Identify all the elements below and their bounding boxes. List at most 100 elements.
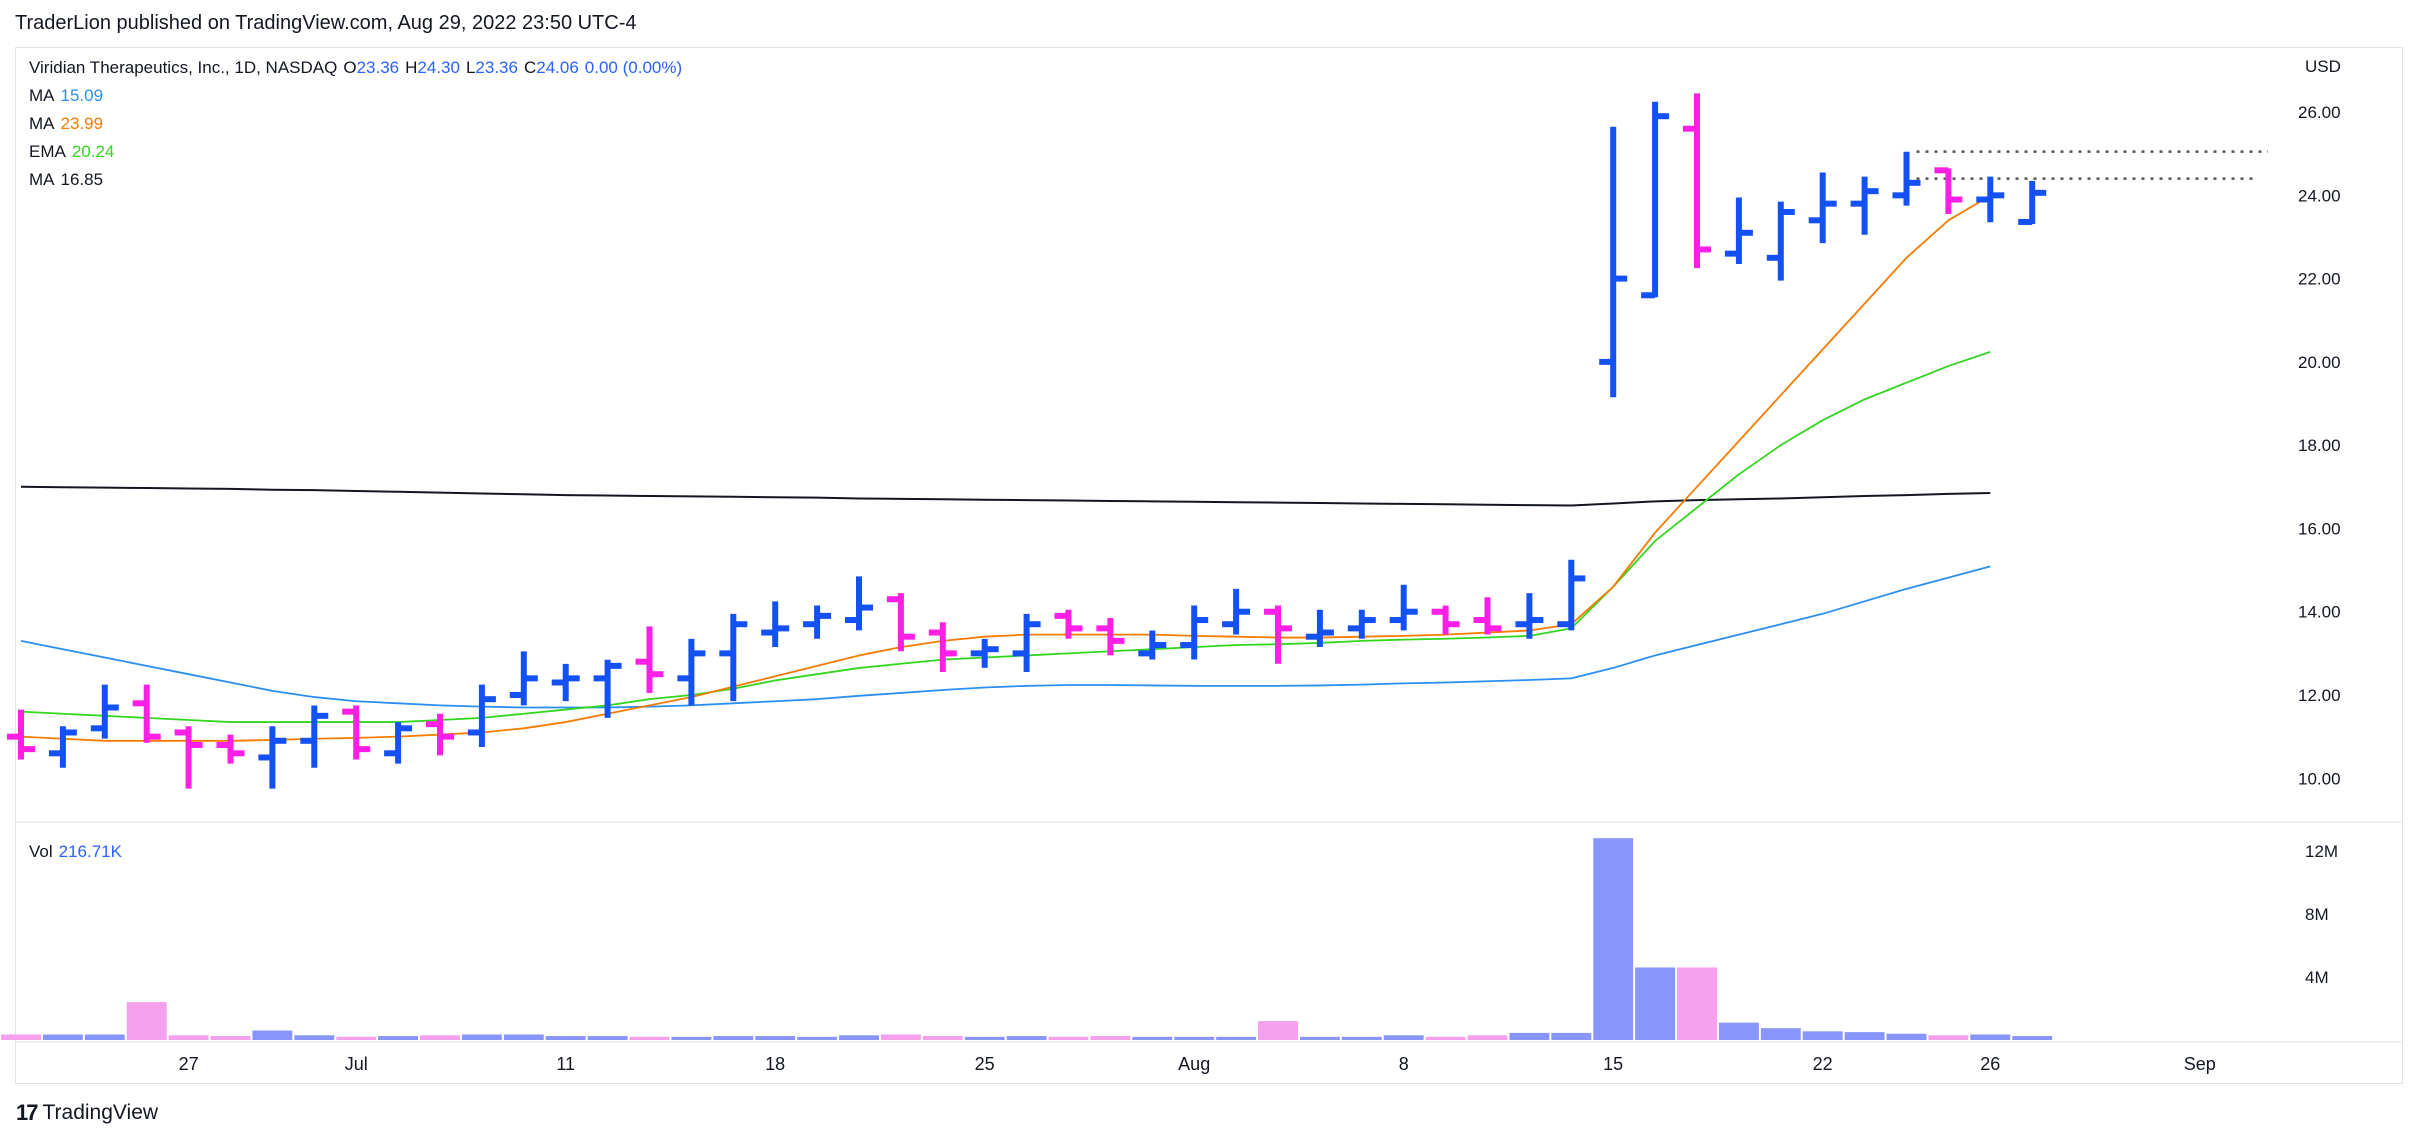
chart-frame[interactable]	[15, 47, 2403, 1084]
tradingview-logo-icon: 17	[16, 1100, 39, 1125]
volume-bar	[420, 1035, 460, 1040]
ohlc-bar	[1054, 609, 1083, 639]
volume-bar	[545, 1036, 586, 1040]
open-label: O	[343, 58, 357, 77]
volume-bar	[1928, 1035, 1969, 1040]
ohlc-bar	[1557, 559, 1586, 631]
price-tick-label: 20.00	[2298, 353, 2341, 372]
open-value: 23.36	[356, 58, 400, 77]
ohlc-bar	[761, 601, 790, 648]
volume-bar	[713, 1036, 754, 1040]
volume-bar	[755, 1036, 796, 1040]
footer-brand[interactable]: 17 TradingView	[16, 1100, 158, 1126]
volume-bar	[210, 1036, 251, 1040]
time-tick-label: Aug	[1178, 1054, 1210, 1074]
time-tick-label: 27	[179, 1054, 199, 1074]
ma2-legend[interactable]: MA 23.99	[29, 114, 109, 134]
time-tick-label: 8	[1399, 1054, 1409, 1074]
volume-bar	[84, 1034, 125, 1040]
close-value: 24.06	[536, 58, 579, 77]
volume-legend[interactable]: Vol 216.71K	[29, 842, 128, 862]
ohlc-bar	[845, 576, 873, 631]
ohlc-bar	[132, 684, 161, 743]
volume-bar	[629, 1036, 670, 1040]
publisher-line: TraderLion published on TradingView.com,…	[15, 12, 637, 34]
volume-bar	[1090, 1036, 1131, 1040]
ohlc-bar	[1808, 172, 1837, 244]
symbol-legend: Viridian Therapeutics, Inc., 1D, NASDAQ O…	[29, 58, 688, 78]
change-value: 0.00 (0.00%)	[584, 58, 683, 77]
ohlc-bar	[342, 705, 371, 760]
ohlc-bar	[7, 709, 35, 760]
ma2-label: MA	[29, 114, 55, 133]
volume-bar	[2012, 1036, 2053, 1040]
ema-label: EMA	[29, 142, 66, 161]
ma1-label: MA	[29, 86, 55, 105]
ma-orange-line	[20, 194, 1991, 742]
ohlc-bar	[1305, 609, 1334, 648]
volume-bar	[880, 1034, 921, 1040]
volume-bar	[378, 1036, 419, 1040]
ohlc-bar	[1599, 126, 1628, 398]
low-value: 23.36	[475, 58, 518, 77]
low-label: L	[465, 58, 476, 77]
time-tick-label: Jul	[345, 1054, 368, 1074]
volume-tick-label: 12M	[2305, 842, 2338, 861]
ma3-legend[interactable]: MA 16.85	[29, 170, 109, 190]
volume-bar	[1886, 1033, 1927, 1040]
ohlc-bar	[1431, 605, 1460, 635]
price-tick-label: 10.00	[2298, 769, 2341, 788]
ema-legend[interactable]: EMA 20.24	[29, 142, 120, 162]
time-tick-label: Sep	[2184, 1054, 2216, 1074]
volume-value: 216.71K	[58, 842, 122, 861]
ohlc-bar	[2018, 180, 2047, 225]
volume-bar	[336, 1036, 377, 1040]
price-tick-label: 16.00	[2298, 519, 2341, 538]
volume-bar	[1593, 838, 1634, 1040]
ohlc-bar	[1724, 197, 1753, 264]
ohlc-bar	[1641, 101, 1670, 299]
ohlc-bar	[258, 726, 287, 789]
ohlc-bar	[886, 593, 915, 652]
volume-bar	[1216, 1036, 1257, 1040]
ohlc-bar	[1976, 176, 2005, 223]
time-tick-label: 26	[1980, 1054, 2000, 1074]
footer-brand-name: TradingView	[42, 1101, 159, 1124]
ohlc-bar	[1222, 588, 1251, 635]
ohlc-bar	[90, 684, 119, 739]
volume-bar	[1048, 1036, 1089, 1040]
ohlc-bar	[1892, 151, 1921, 206]
volume-tick-label: 8M	[2305, 905, 2329, 924]
volume-bar	[1844, 1032, 1885, 1040]
volume-bar	[1174, 1036, 1215, 1040]
ohlc-bar	[1766, 201, 1795, 281]
volume-bar	[964, 1036, 1005, 1040]
volume-bar	[922, 1036, 963, 1040]
volume-bar	[1760, 1028, 1801, 1040]
close-label: C	[523, 58, 537, 77]
volume-bar	[1425, 1036, 1466, 1040]
volume-label: Vol	[29, 842, 53, 861]
ma-black-line	[20, 485, 1991, 507]
volume-tick-label: 4M	[2305, 968, 2329, 987]
volume-bar	[126, 1002, 167, 1040]
ohlc-bar	[509, 651, 538, 706]
price-tick-label: 26.00	[2298, 103, 2341, 122]
ohlc-bar	[216, 734, 245, 764]
time-tick-label: 15	[1603, 1054, 1623, 1074]
volume-bar	[42, 1034, 83, 1040]
ma3-value: 16.85	[60, 170, 104, 189]
ohlc-bar	[384, 722, 413, 764]
ohlc-bar	[635, 626, 664, 693]
ohlc-bar	[1264, 605, 1292, 664]
volume-bar	[1677, 967, 1717, 1040]
price-tick-label: 22.00	[2298, 270, 2341, 289]
volume-bar	[1383, 1035, 1424, 1040]
volume-bar	[1970, 1034, 2011, 1040]
ma1-value: 15.09	[60, 86, 104, 105]
ma1-legend[interactable]: MA 15.09	[29, 86, 109, 106]
high-label: H	[405, 58, 418, 77]
ohlc-bar	[1180, 605, 1209, 660]
ma2-value: 23.99	[60, 114, 104, 133]
